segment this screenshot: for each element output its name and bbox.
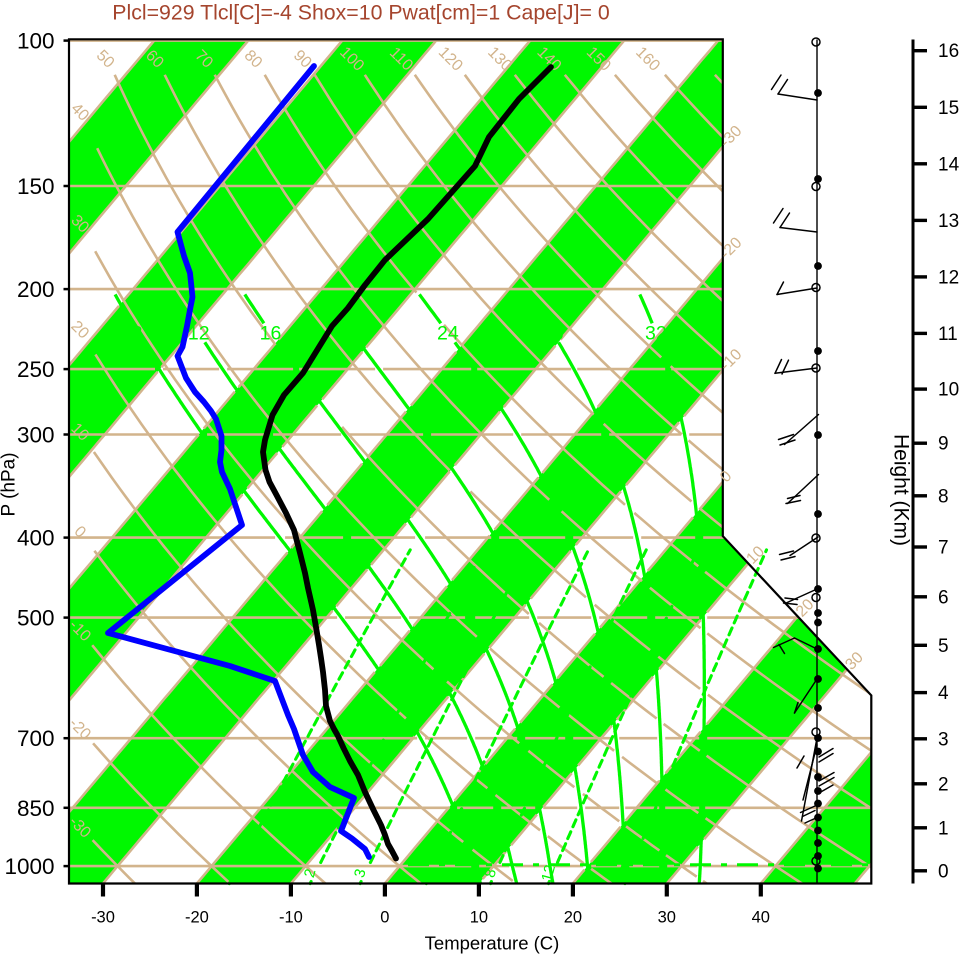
svg-text:7: 7: [938, 538, 949, 559]
svg-text:150: 150: [17, 174, 55, 199]
svg-text:13: 13: [938, 211, 959, 232]
svg-text:500: 500: [17, 606, 55, 631]
svg-text:Temperature (C): Temperature (C): [425, 933, 560, 954]
svg-text:2: 2: [938, 774, 949, 795]
svg-text:14: 14: [938, 154, 960, 175]
svg-text:11: 11: [938, 324, 958, 345]
svg-text:Height (Km): Height (Km): [890, 434, 913, 546]
svg-text:20: 20: [341, 322, 363, 344]
svg-text:12: 12: [538, 863, 559, 884]
svg-text:32: 32: [645, 322, 667, 344]
svg-text:700: 700: [17, 726, 55, 751]
svg-text:16: 16: [260, 322, 282, 344]
svg-text:40: 40: [752, 909, 770, 927]
svg-text:10: 10: [470, 909, 488, 927]
svg-text:30: 30: [658, 909, 676, 927]
svg-text:1: 1: [938, 818, 949, 839]
svg-text:24: 24: [437, 322, 459, 344]
svg-text:20: 20: [564, 909, 582, 927]
svg-text:-20: -20: [185, 909, 209, 927]
svg-text:-30: -30: [91, 909, 115, 927]
svg-text:1000: 1000: [4, 854, 54, 879]
svg-text:9: 9: [938, 434, 949, 455]
svg-text:0: 0: [938, 861, 949, 882]
svg-text:100: 100: [17, 29, 55, 54]
svg-text:5: 5: [938, 636, 949, 657]
svg-text:12: 12: [188, 322, 210, 344]
svg-text:3: 3: [938, 729, 949, 750]
svg-text:Plcl=929 Tlcl[C]=-4 Shox=10 Pw: Plcl=929 Tlcl[C]=-4 Shox=10 Pwat[cm]=1 C…: [112, 1, 610, 25]
svg-text:8: 8: [938, 486, 949, 507]
svg-text:10: 10: [938, 380, 959, 401]
svg-text:6: 6: [938, 587, 949, 608]
svg-text:P (hPa): P (hPa): [0, 452, 20, 516]
svg-text:250: 250: [17, 357, 55, 382]
svg-text:850: 850: [17, 796, 55, 821]
svg-text:-10: -10: [279, 909, 303, 927]
svg-text:200: 200: [17, 277, 55, 302]
svg-text:4: 4: [938, 683, 949, 704]
svg-text:8: 8: [132, 322, 143, 344]
svg-text:0: 0: [380, 909, 389, 927]
svg-text:300: 300: [17, 423, 55, 448]
svg-text:16: 16: [938, 41, 959, 62]
svg-text:15: 15: [938, 98, 959, 119]
svg-text:28: 28: [542, 322, 564, 344]
svg-text:400: 400: [17, 526, 55, 551]
svg-text:12: 12: [938, 267, 959, 288]
svg-text:20: 20: [615, 863, 636, 884]
